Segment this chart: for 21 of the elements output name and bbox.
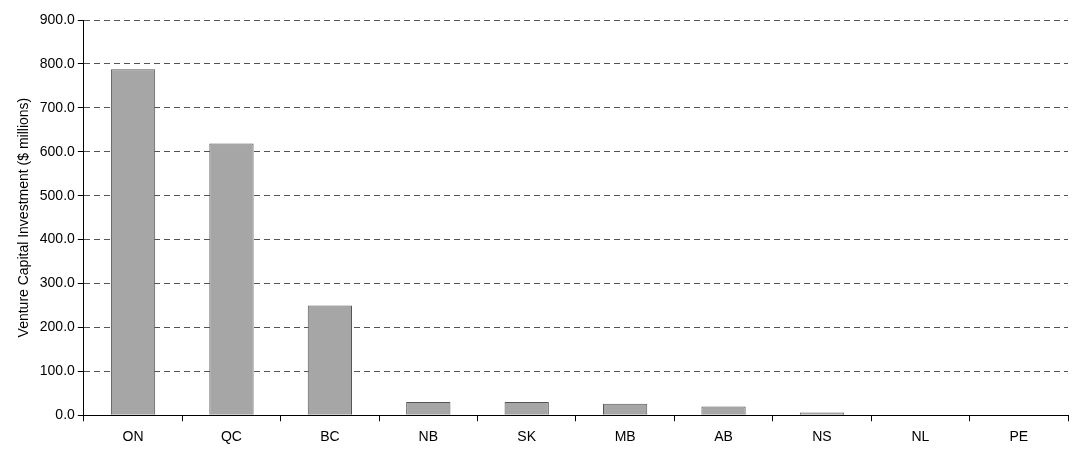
x-tick-label: BC [320,428,340,445]
x-tick-label: PE [1009,428,1029,445]
x-tick-label: AB [714,428,733,445]
x-tick-label: NS [812,428,832,445]
y-tick-label: 200.0 [39,318,76,335]
y-tick-label: 800.0 [39,54,76,71]
x-tick-label: NB [418,428,439,445]
y-tick-label: 400.0 [39,230,76,247]
y-tick-label: 900.0 [39,10,76,27]
y-tick-label: 100.0 [39,362,76,379]
x-tick-label: MB [614,428,636,445]
x-tick-label: SK [517,428,537,445]
x-tick-label: QC [220,428,242,445]
x-tick-label: NL [911,428,930,445]
y-tick-label: 700.0 [39,98,76,115]
y-tick-label: 300.0 [39,274,76,291]
y-axis-title: Venture Capital Investment ($ millions) [15,97,32,338]
x-tick-label: ON [122,428,144,445]
y-tick-label: 0.0 [55,406,76,423]
y-tick-label: 500.0 [39,186,76,203]
y-tick-label: 600.0 [39,142,76,159]
